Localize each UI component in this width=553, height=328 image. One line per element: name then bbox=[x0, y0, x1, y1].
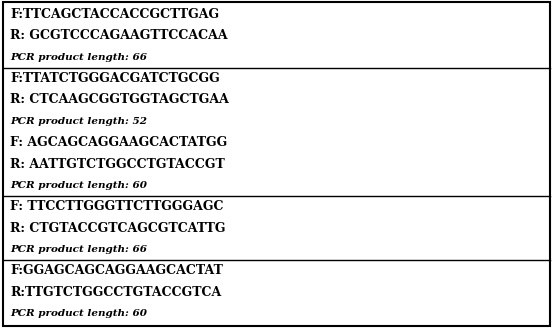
Text: R: CTCAAGCGGTGGTAGCTGAA: R: CTCAAGCGGTGGTAGCTGAA bbox=[10, 93, 229, 107]
Text: F:TTCAGCTACCACCGCTTGAG: F:TTCAGCTACCACCGCTTGAG bbox=[10, 8, 219, 21]
Text: F:TTATCTGGGACGATCTGCGG: F:TTATCTGGGACGATCTGCGG bbox=[10, 72, 220, 85]
Text: PCR product length: 60: PCR product length: 60 bbox=[10, 309, 147, 318]
Text: R: AATTGTCTGGCCTGTACCGT: R: AATTGTCTGGCCTGTACCGT bbox=[10, 157, 225, 171]
Text: R:TTGTCTGGCCTGTACCGTCA: R:TTGTCTGGCCTGTACCGTCA bbox=[10, 286, 221, 298]
Text: PCR product length: 66: PCR product length: 66 bbox=[10, 245, 147, 254]
Text: PCR product length: 60: PCR product length: 60 bbox=[10, 181, 147, 190]
Text: F: AGCAGCAGGAAGCACTATGG: F: AGCAGCAGGAAGCACTATGG bbox=[10, 136, 227, 149]
Text: F: TTCCTTGGGTTCTTGGGAGC: F: TTCCTTGGGTTCTTGGGAGC bbox=[10, 200, 223, 213]
Text: PCR product length: 52: PCR product length: 52 bbox=[10, 117, 147, 126]
Text: F:GGAGCAGCAGGAAGCACTAT: F:GGAGCAGCAGGAAGCACTAT bbox=[10, 264, 223, 277]
Text: R: CTGTACCGTCAGCGTCATTG: R: CTGTACCGTCAGCGTCATTG bbox=[10, 221, 226, 235]
Text: PCR product length: 66: PCR product length: 66 bbox=[10, 53, 147, 62]
Text: R: GCGTCCCAGAAGTTCCACAA: R: GCGTCCCAGAAGTTCCACAA bbox=[10, 30, 228, 42]
